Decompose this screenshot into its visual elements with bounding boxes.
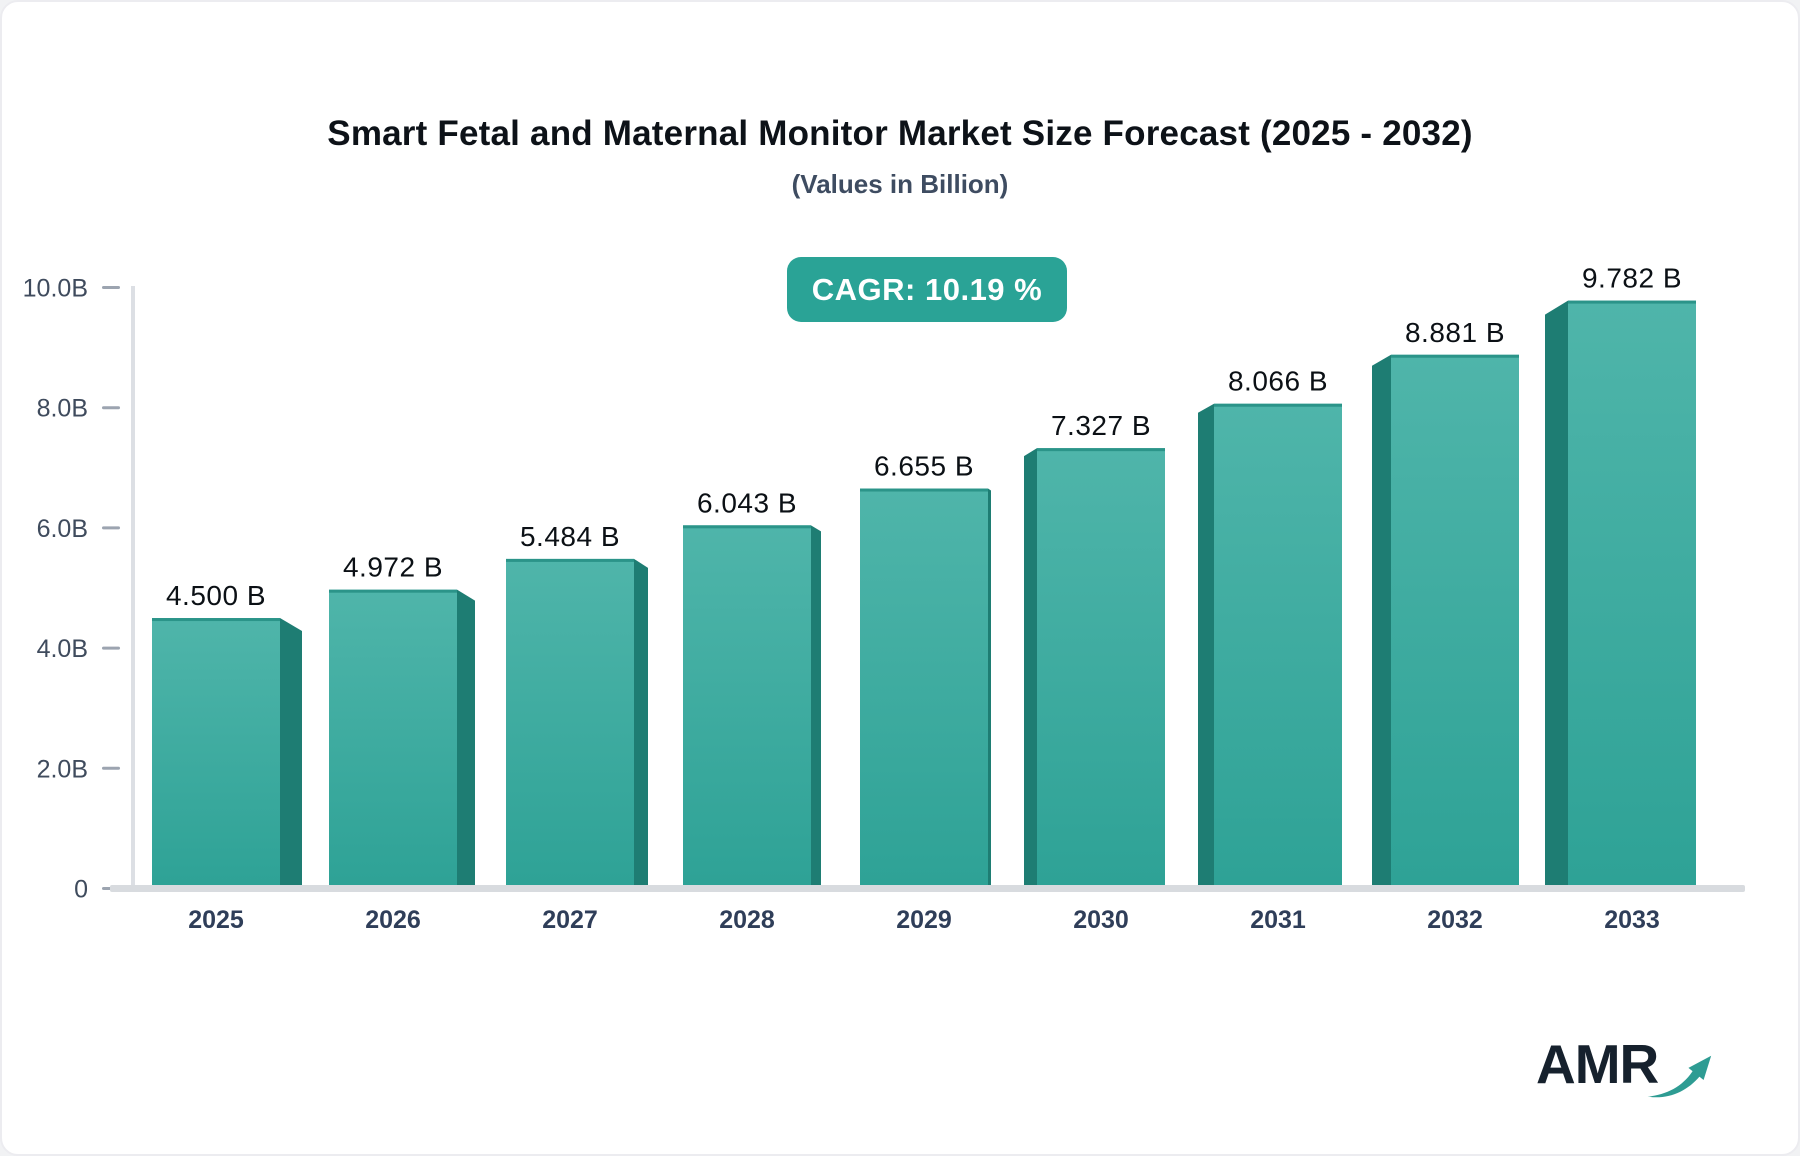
amr-logo: AMR [1536,1034,1716,1118]
bar-value-label: 4.500 B [166,580,266,611]
bar-top-edge [152,618,280,622]
bar-face [1214,403,1342,886]
bar-value-label: 8.881 B [1405,317,1505,348]
y-tick [102,406,120,410]
bar-top-edge [506,558,634,562]
growth-arrow-icon [1647,1055,1712,1098]
x-axis-label: 2032 [1427,906,1483,934]
y-tick-label: 0 [74,876,88,904]
y-tick [102,286,120,289]
y-tick-label: 4.0B [37,635,88,663]
bar-value-label: 5.484 B [520,521,620,552]
bar-face [329,589,457,886]
bar [1198,403,1342,886]
bar-value-label: 8.066 B [1228,366,1328,397]
bar-value-label: 6.043 B [697,487,797,518]
y-tick [102,526,120,530]
bar [860,488,991,886]
bar-side [634,558,648,886]
x-axis-label: 2029 [896,906,952,934]
bar-top-edge [683,525,811,529]
bar-top-edge [1391,354,1519,358]
bar-face [860,488,988,886]
page-subtitle: (Values in Billion) [791,169,1009,199]
bar [1545,300,1696,886]
page-title: Smart Fetal and Maternal Monitor Market … [327,114,1473,153]
bar-face [683,525,811,886]
bar-side [1198,403,1214,886]
bar-side [988,488,991,886]
y-axis-line [131,286,135,889]
bar-face [1568,300,1696,886]
x-axis-label: 2028 [719,906,775,934]
bar-value-label: 7.327 B [1051,410,1151,441]
y-tick-label: 6.0B [37,515,88,543]
x-axis-baseline [110,885,1745,892]
bar-top-edge [1568,300,1696,304]
y-tick [102,646,120,650]
bar-side [1372,354,1391,886]
bar [1372,354,1519,886]
bar-side [1545,300,1568,886]
x-axis-label: 2033 [1604,906,1660,934]
bar-top-edge [1037,448,1165,452]
bar-face [506,558,634,886]
x-axis-label: 2031 [1250,906,1306,934]
cagr-badge-label: CAGR: 10.19 % [811,271,1043,307]
amr-logo-text: AMR [1536,1033,1659,1095]
bar [329,589,475,886]
bar-side [457,589,475,886]
bar-top-edge [329,589,457,593]
bar-top-edge [860,488,988,492]
bar [152,618,302,886]
bar-face [1391,354,1519,886]
bar-value-label: 6.655 B [874,451,974,482]
y-tick [102,766,120,770]
bar-value-label: 4.972 B [343,552,443,583]
bar [1024,448,1165,886]
x-axis-label: 2027 [542,906,598,934]
y-tick-label: 2.0B [37,755,88,783]
x-axis-label: 2026 [365,906,421,934]
x-axis-label: 2030 [1073,906,1129,934]
bar-side [811,525,821,886]
bar-value-label: 9.782 B [1582,263,1682,294]
bar-side [1024,448,1037,886]
bar [683,525,821,886]
bar-side [280,618,302,886]
bar-face [1037,448,1165,886]
cagr-badge: CAGR: 10.19 % [787,257,1067,322]
x-axis-label: 2025 [188,906,244,934]
y-tick-label: 8.0B [37,395,88,423]
bar-face [152,618,280,886]
bar-top-edge [1214,403,1342,407]
bar [506,558,648,886]
y-tick-label: 10.0B [23,275,88,303]
